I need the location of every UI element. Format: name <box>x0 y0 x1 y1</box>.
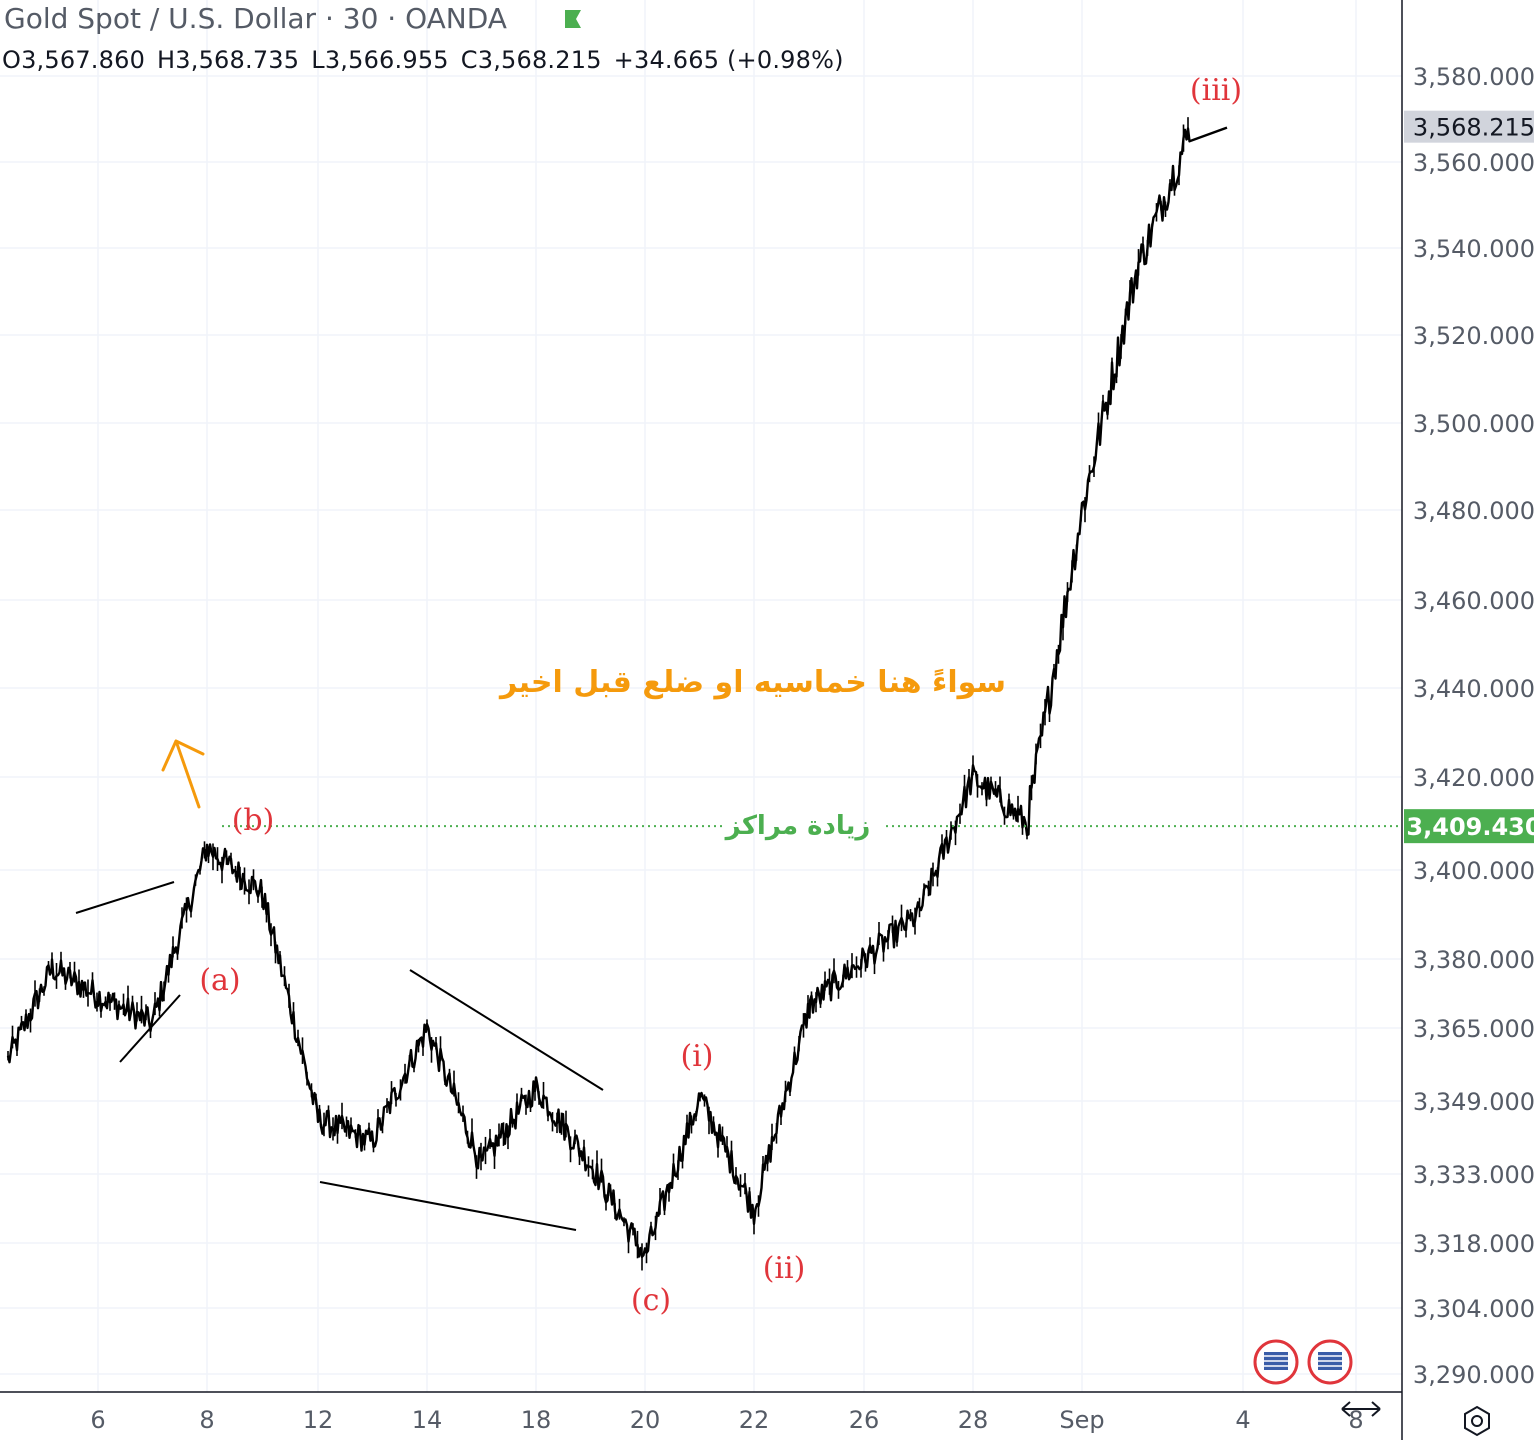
settings-icon[interactable] <box>1460 1404 1494 1438</box>
y-tick-label: 3,520.000 <box>1413 322 1534 350</box>
y-tick-label: 3,440.000 <box>1413 675 1534 703</box>
current-price-label: 3,568.215 <box>1413 114 1534 142</box>
wave-label: (a) <box>199 963 240 998</box>
x-tick-label: 26 <box>849 1406 880 1434</box>
wave-label: (b) <box>232 803 275 838</box>
y-tick-label: 3,480.000 <box>1413 497 1534 525</box>
high-value: H3,568.735 <box>157 46 300 74</box>
misc-layer <box>1253 1339 1353 1385</box>
x-tick-label: 12 <box>303 1406 334 1434</box>
trendline <box>75 881 175 914</box>
y-tick-label: 3,365.000 <box>1413 1015 1534 1043</box>
level-price-label: 3,409.430 <box>1406 813 1534 841</box>
x-tick-label: 8 <box>199 1406 214 1434</box>
current-price-badge <box>1404 110 1534 143</box>
wave-label: (ii) <box>763 1251 806 1286</box>
change-value: +34.665 (+0.98%) <box>613 46 844 74</box>
annotation-text: سواءً هنا خماسيه او ضلع قبل اخير <box>498 665 1006 700</box>
x-tick-label: 20 <box>630 1406 661 1434</box>
x-tick-label: 18 <box>521 1406 552 1434</box>
y-tick-label: 3,318.000 <box>1413 1230 1534 1258</box>
wave-label: (iii) <box>1190 73 1242 108</box>
y-tick-label: 3,290.000 <box>1413 1361 1534 1389</box>
y-tick-label: 3,540.000 <box>1413 235 1534 263</box>
symbol-title[interactable]: Gold Spot / U.S. Dollar · 30 · OANDA <box>4 2 507 35</box>
y-tick-label: 3,580.000 <box>1413 63 1534 91</box>
y-tick-label: 3,400.000 <box>1413 857 1534 885</box>
wave-labels-layer: سواءً هنا خماسيه او ضلع قبل اخير (a) (b) (c… <box>161 73 1242 1318</box>
low-value: L3,566.955 <box>311 46 449 74</box>
wave-label: (c) <box>631 1283 671 1318</box>
resize-arrows-icon[interactable] <box>1336 1392 1386 1426</box>
trendline <box>319 1181 577 1231</box>
y-tick-label: 3,460.000 <box>1413 587 1534 615</box>
y-tick-label: 3,349.000 <box>1413 1088 1534 1116</box>
arrow-up-icon <box>161 739 205 809</box>
price-series-layer <box>6 117 1228 1271</box>
x-tick-label: 4 <box>1235 1406 1250 1434</box>
ohlc-readout: O3,567.860 H3,568.735 L3,566.955 C3,568.215… <box>2 46 856 74</box>
x-tick-label: 28 <box>958 1406 989 1434</box>
y-tick-label: 3,304.000 <box>1413 1295 1534 1323</box>
level-layer: زيادة مراكز <box>222 811 1402 841</box>
grid-layer <box>0 0 1402 1392</box>
y-tick-label: 3,560.000 <box>1413 149 1534 177</box>
y-tick-label: 3,420.000 <box>1413 764 1534 792</box>
x-tick-label: 22 <box>739 1406 770 1434</box>
x-tick-label: 8 <box>1348 1406 1363 1434</box>
y-tick-label: 3,333.000 <box>1413 1161 1534 1189</box>
x-tick-label: 14 <box>412 1406 443 1434</box>
close-value: C3,568.215 <box>460 46 602 74</box>
level-annotation-text: زيادة مراكز <box>724 811 871 841</box>
trendline <box>409 969 604 1091</box>
wave-label: (i) <box>680 1039 713 1074</box>
x-tick-label: 6 <box>90 1406 105 1434</box>
level-price-badge <box>1404 809 1534 844</box>
trendline-layer <box>75 881 604 1231</box>
flag-icon[interactable] <box>562 8 584 30</box>
x-tick-label: Sep <box>1059 1406 1104 1434</box>
y-tick-label: 3,500.000 <box>1413 410 1534 438</box>
y-tick-label: 3,380.000 <box>1413 946 1534 974</box>
open-value: O3,567.860 <box>2 46 146 74</box>
